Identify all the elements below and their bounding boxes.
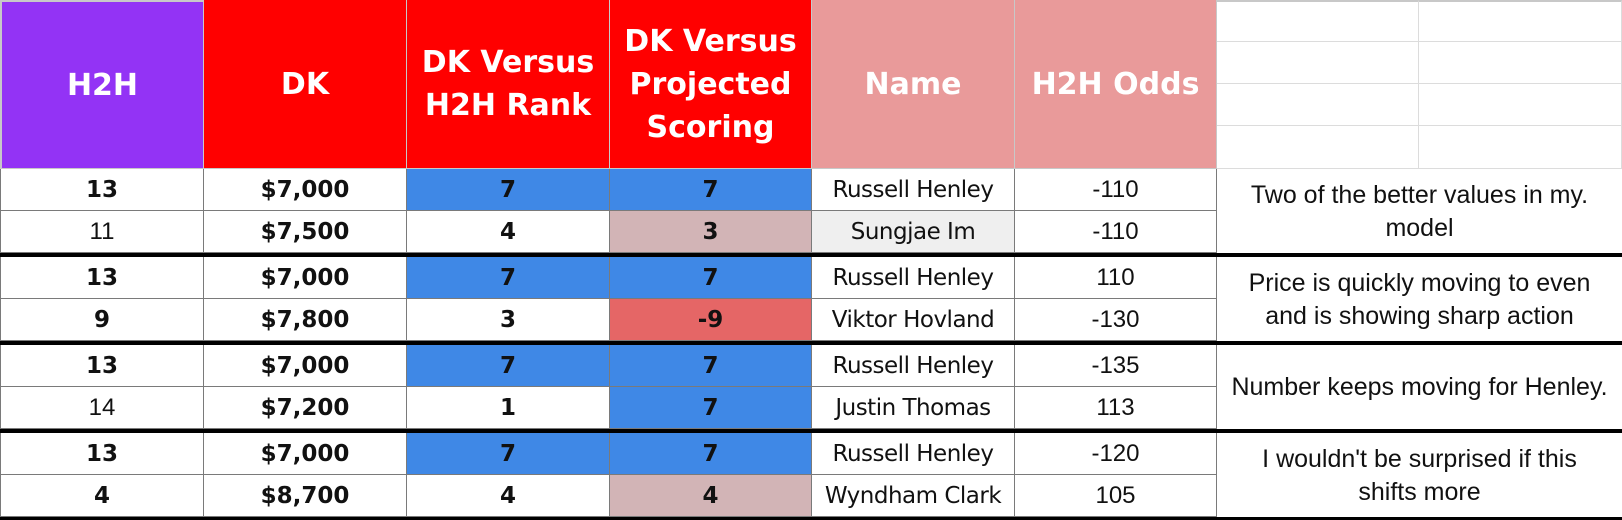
dk-cell[interactable]: $7,000	[204, 433, 407, 475]
rank-cell[interactable]: 1	[407, 387, 610, 429]
h2h-cell[interactable]: 13	[0, 345, 204, 387]
rank-cell[interactable]: 4	[407, 211, 610, 253]
rank-cell[interactable]: 7	[407, 257, 610, 299]
odds-cell[interactable]: -135	[1015, 345, 1217, 387]
projected-cell[interactable]: -9	[610, 299, 812, 341]
h2h-cell[interactable]: 14	[0, 387, 204, 429]
projected-cell[interactable]: 4	[610, 475, 812, 517]
dk-cell[interactable]: $7,000	[204, 345, 407, 387]
name-cell[interactable]: Wyndham Clark	[812, 475, 1015, 517]
comment-cell[interactable]: Price is quickly moving to even and is s…	[1217, 257, 1622, 342]
dk-cell[interactable]: $7,800	[204, 299, 407, 341]
h2h-cell[interactable]: 13	[0, 257, 204, 299]
header-h2h[interactable]: H2H	[0, 0, 204, 169]
odds-cell[interactable]: -110	[1015, 211, 1217, 253]
rank-cell[interactable]: 7	[407, 169, 610, 211]
projected-cell[interactable]: 7	[610, 387, 812, 429]
empty-cell[interactable]	[1419, 84, 1622, 126]
rank-cell[interactable]: 7	[407, 433, 610, 475]
odds-cell[interactable]: 105	[1015, 475, 1217, 517]
empty-cell[interactable]	[1217, 126, 1419, 169]
empty-cell[interactable]	[1217, 42, 1419, 84]
group-separator	[0, 341, 1622, 345]
projected-cell[interactable]: 7	[610, 345, 812, 387]
projected-cell[interactable]: 3	[610, 211, 812, 253]
projected-cell[interactable]: 7	[610, 257, 812, 299]
comment-cell[interactable]: Two of the better values in my. model	[1217, 169, 1622, 254]
group-separator	[0, 253, 1622, 257]
h2h-cell[interactable]: 13	[0, 433, 204, 475]
group-separator	[0, 517, 1622, 520]
name-cell[interactable]: Sungjae Im	[812, 211, 1015, 253]
h2h-cell[interactable]: 4	[0, 475, 204, 517]
name-cell[interactable]: Russell Henley	[812, 345, 1015, 387]
dk-cell[interactable]: $8,700	[204, 475, 407, 517]
odds-cell[interactable]: -130	[1015, 299, 1217, 341]
dk-cell[interactable]: $7,000	[204, 169, 407, 211]
name-cell[interactable]: Russell Henley	[812, 169, 1015, 211]
comment-cell[interactable]: I wouldn't be surprised if this shifts m…	[1217, 433, 1622, 518]
empty-cell[interactable]	[1419, 126, 1622, 169]
odds-cell[interactable]: -110	[1015, 169, 1217, 211]
header-dk-versus-projected-scoring[interactable]: DK Versus Projected Scoring	[610, 0, 812, 169]
h2h-cell[interactable]: 11	[0, 211, 204, 253]
header-name[interactable]: Name	[812, 0, 1015, 169]
comment-cell[interactable]: Number keeps moving for Henley.	[1217, 345, 1622, 430]
rank-cell[interactable]: 7	[407, 345, 610, 387]
header-h2h-odds[interactable]: H2H Odds	[1015, 0, 1217, 169]
odds-cell[interactable]: -120	[1015, 433, 1217, 475]
rank-cell[interactable]: 3	[407, 299, 610, 341]
odds-cell[interactable]: 110	[1015, 257, 1217, 299]
name-cell[interactable]: Russell Henley	[812, 433, 1015, 475]
name-cell[interactable]: Russell Henley	[812, 257, 1015, 299]
empty-cell[interactable]	[1419, 42, 1622, 84]
dk-cell[interactable]: $7,500	[204, 211, 407, 253]
h2h-cell[interactable]: 13	[0, 169, 204, 211]
group-separator	[0, 429, 1622, 433]
dk-cell[interactable]: $7,200	[204, 387, 407, 429]
header-dk[interactable]: DK	[204, 0, 407, 169]
odds-cell[interactable]: 113	[1015, 387, 1217, 429]
dk-cell[interactable]: $7,000	[204, 257, 407, 299]
empty-cell[interactable]	[1217, 0, 1419, 42]
name-cell[interactable]: Justin Thomas	[812, 387, 1015, 429]
name-cell[interactable]: Viktor Hovland	[812, 299, 1015, 341]
empty-cell[interactable]	[1419, 0, 1622, 42]
rank-cell[interactable]: 4	[407, 475, 610, 517]
projected-cell[interactable]: 7	[610, 169, 812, 211]
projected-cell[interactable]: 7	[610, 433, 812, 475]
empty-cell[interactable]	[1217, 84, 1419, 126]
h2h-cell[interactable]: 9	[0, 299, 204, 341]
header-dk-versus-h2h-rank[interactable]: DK Versus H2H Rank	[407, 0, 610, 169]
